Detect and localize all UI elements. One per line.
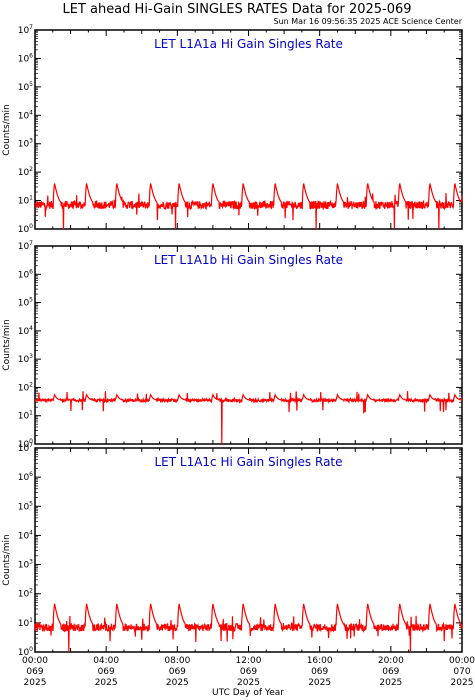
y-tick-label: 102 (18, 381, 33, 393)
x-tick-label-year: 2025 (95, 678, 118, 688)
x-tick-label-time: 12:00 (236, 656, 262, 666)
x-tick-label-year: 2025 (308, 678, 331, 688)
y-axis-label-2: Counts/min (2, 319, 12, 370)
x-tick-label-day: 069 (98, 667, 115, 677)
x-tick-label-year: 2025 (237, 678, 260, 688)
panel-label: LET L1A1c Hi Gain Singles Rate (154, 455, 342, 469)
y-tick-label: 106 (18, 471, 33, 483)
x-tick-label-day: 069 (26, 667, 43, 677)
y-tick-label: 103 (18, 138, 33, 150)
x-tick-label-day: 070 (453, 667, 470, 677)
y-tick-label: 106 (18, 268, 33, 280)
panel-frame (34, 245, 463, 445)
y-tick-label: 105 (18, 500, 33, 512)
panel-label: LET L1A1a Hi Gain Singles Rate (154, 37, 343, 51)
x-tick-label-year: 2025 (451, 678, 474, 688)
x-tick-label-year: 2025 (379, 678, 402, 688)
chart-title: LET ahead Hi-Gain SINGLES RATES Data for… (62, 2, 411, 17)
x-axis-label: UTC Day of Year (212, 688, 284, 698)
y-tick-label: 102 (18, 166, 33, 178)
x-tick-label-day: 069 (382, 667, 399, 677)
y-tick-label: 100 (18, 223, 33, 235)
x-tick-label-time: 16:00 (307, 656, 333, 666)
y-tick-label: 104 (18, 325, 33, 337)
y-tick-label: 103 (18, 559, 33, 571)
y-tick-label: 103 (18, 353, 33, 365)
x-tick-label-time: 04:00 (93, 656, 119, 666)
y-tick-label: 104 (18, 529, 33, 541)
panel-1: 100 101 102 103 104 105 106 107 LET L1A1a Hi Gai… (18, 24, 463, 235)
x-tick-label-time: 00:00 (449, 656, 475, 666)
y-tick-label: 107 (18, 442, 33, 454)
timestamp: Sun Mar 16 09:56:35 2025 ACE Science Cen… (274, 17, 463, 26)
x-tick-label-day: 069 (311, 667, 328, 677)
y-tick-label: 105 (18, 81, 33, 93)
series-line (34, 391, 463, 445)
x-tick-label-time: 20:00 (378, 656, 404, 666)
y-axis-label-3: Counts/min (2, 534, 12, 585)
x-tick-label-day: 069 (169, 667, 186, 677)
y-axis-label-1: Counts/min (2, 104, 12, 155)
y-tick-label: 101 (18, 617, 33, 629)
x-tick-label-year: 2025 (166, 678, 189, 688)
series-line (34, 603, 463, 653)
y-tick-label: 104 (18, 109, 33, 121)
y-tick-label: 106 (18, 52, 33, 64)
x-tick-label-time: 00:00 (22, 656, 48, 666)
y-tick-label: 101 (18, 195, 33, 207)
x-tick-label-year: 2025 (24, 678, 47, 688)
y-tick-label: 105 (18, 297, 33, 309)
series-line (34, 183, 463, 230)
x-tick-label-day: 069 (240, 667, 257, 677)
y-tick-label: 107 (18, 240, 33, 252)
x-tick-label-time: 08:00 (164, 656, 190, 666)
y-tick-label: 102 (18, 588, 33, 600)
y-tick-label: 101 (18, 410, 33, 422)
panel-label: LET L1A1b Hi Gain Singles Rate (154, 253, 343, 267)
y-tick-label: 107 (18, 24, 33, 36)
